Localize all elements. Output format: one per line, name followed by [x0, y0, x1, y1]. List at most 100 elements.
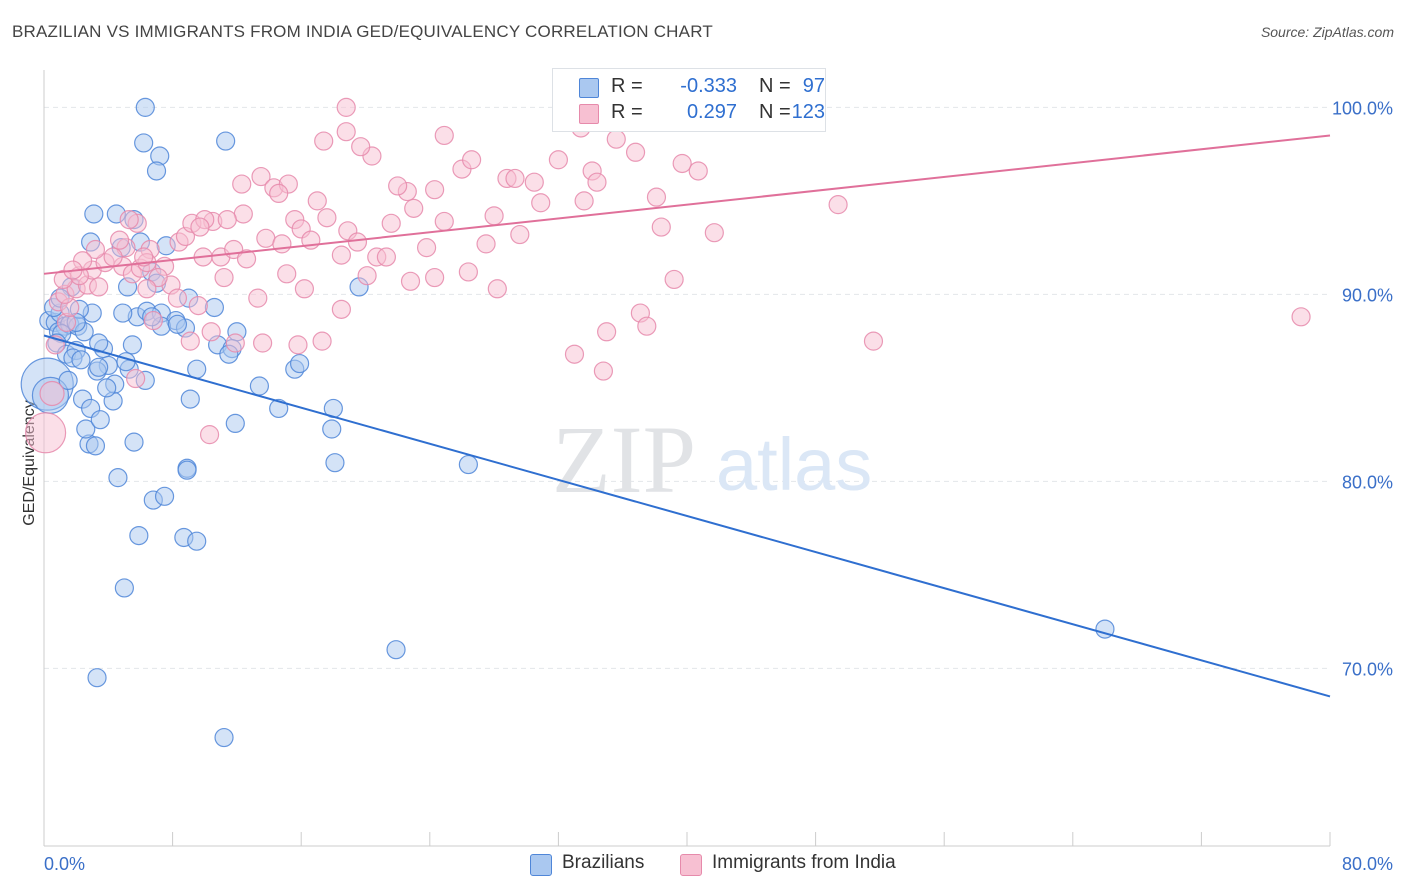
india-point	[402, 272, 420, 290]
india-point	[337, 98, 355, 116]
india-point	[463, 151, 481, 169]
brazilians-point	[98, 379, 116, 397]
india-point	[127, 370, 145, 388]
india-point	[1292, 308, 1310, 326]
india-point	[189, 297, 207, 315]
india-point	[249, 289, 267, 307]
india-point	[278, 265, 296, 283]
india-point	[308, 192, 326, 210]
india-point	[598, 323, 616, 341]
watermark-zip: ZIP	[552, 406, 696, 513]
india-point	[358, 267, 376, 285]
india-point	[348, 233, 366, 251]
legend-label: Brazilians	[562, 852, 644, 874]
india-point	[477, 235, 495, 253]
india-point	[652, 218, 670, 236]
legend-swatch-blue	[530, 854, 552, 876]
brazilians-point	[91, 411, 109, 429]
india-point	[511, 226, 529, 244]
brazilians-point	[250, 377, 268, 395]
india-point	[829, 196, 847, 214]
india-point	[382, 214, 400, 232]
india-point	[565, 345, 583, 363]
india-point	[233, 175, 251, 193]
india-point	[218, 211, 236, 229]
india-point	[377, 248, 395, 266]
brazilians-point	[86, 437, 104, 455]
india-point	[418, 239, 436, 257]
india-point	[689, 162, 707, 180]
n-value: 123	[785, 101, 825, 124]
brazilians-point	[135, 134, 153, 152]
brazilians-point	[168, 315, 186, 333]
india-point	[273, 235, 291, 253]
india-point	[435, 126, 453, 144]
india-point	[104, 248, 122, 266]
india-point	[181, 332, 199, 350]
brazilians-point	[178, 461, 196, 479]
correlation-legend: R = -0.333 N = 97 R = 0.297 N = 123	[552, 68, 826, 132]
legend-swatch-pink	[579, 104, 599, 124]
brazilians-point	[148, 162, 166, 180]
watermark-atlas: atlas	[716, 423, 872, 506]
india-point	[488, 280, 506, 298]
india-point	[506, 169, 524, 187]
india-point	[627, 143, 645, 161]
brazilians-point	[188, 360, 206, 378]
brazilians-point	[217, 132, 235, 150]
india-point	[257, 229, 275, 247]
r-label: R =	[611, 75, 643, 98]
india-point	[389, 177, 407, 195]
brazilians-point	[130, 527, 148, 545]
brazilians-point	[115, 579, 133, 597]
brazilians-point	[387, 641, 405, 659]
india-point	[607, 130, 625, 148]
brazilians-point	[323, 420, 341, 438]
india-point	[215, 269, 233, 287]
brazilians-point	[85, 205, 103, 223]
india-point	[426, 269, 444, 287]
y-tick-label: 80.0%	[1342, 472, 1393, 492]
brazilians-point	[123, 336, 141, 354]
india-point	[647, 188, 665, 206]
y-tick-label: 70.0%	[1342, 659, 1393, 679]
brazilians-point	[326, 454, 344, 472]
brazilians-point	[90, 358, 108, 376]
india-point	[532, 194, 550, 212]
brazilians-point	[125, 433, 143, 451]
brazilians-point	[459, 456, 477, 474]
india-point	[295, 280, 313, 298]
brazilians-trend-line	[44, 336, 1330, 697]
india-point	[705, 224, 723, 242]
india-point	[588, 173, 606, 191]
india-point	[144, 312, 162, 330]
legend-label: Immigrants from India	[712, 852, 896, 874]
india-points	[26, 98, 1310, 452]
scatter-chart: ZIP atlas 100.0%90.0%80.0%70.0% 0.0% 80.0…	[0, 0, 1406, 892]
india-point	[315, 132, 333, 150]
india-point	[485, 207, 503, 225]
n-value: 97	[785, 75, 825, 98]
india-point	[254, 334, 272, 352]
brazilians-point	[226, 414, 244, 432]
india-point	[202, 323, 220, 341]
india-point	[332, 246, 350, 264]
y-tick-labels: 100.0% 90.0% 80.0% 70.0%	[1332, 98, 1393, 679]
india-point	[26, 413, 66, 453]
brazilians-point	[188, 532, 206, 550]
y-tick-label: 90.0%	[1342, 285, 1393, 305]
india-point	[673, 154, 691, 172]
india-point	[138, 280, 156, 298]
brazilians-point	[215, 729, 233, 747]
watermark: ZIP atlas	[552, 406, 872, 513]
india-point	[90, 278, 108, 296]
india-point	[289, 336, 307, 354]
r-label: R =	[611, 101, 643, 124]
india-point	[549, 151, 567, 169]
india-point	[168, 289, 186, 307]
india-point	[405, 199, 423, 217]
india-point	[226, 334, 244, 352]
india-point	[665, 270, 683, 288]
india-point	[638, 317, 656, 335]
india-point	[352, 138, 370, 156]
